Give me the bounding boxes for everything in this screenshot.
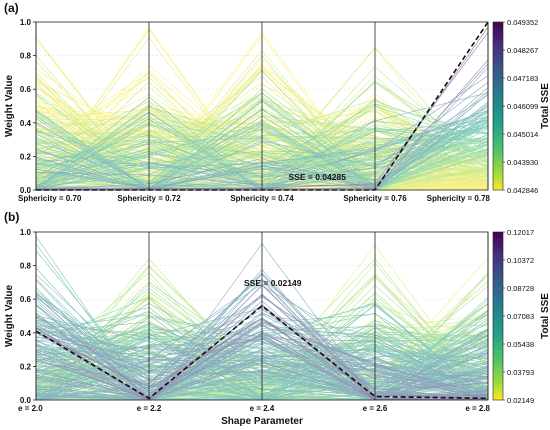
y-tick-label: 0.2 xyxy=(20,152,32,161)
colorbar-tick-label: 0.12017 xyxy=(507,228,534,237)
x-category-label: Sphericity = 0.78 xyxy=(427,194,491,203)
y-tick-label: 0.6 xyxy=(20,295,32,304)
panel-a: SSE = 0.04285 0.0 0.2 0.4 0.6 0.8 1.0 Sphericit… xyxy=(4,1,550,203)
colorbar-tick-label: 0.08728 xyxy=(507,284,534,293)
colorbar-tick-label: 0.043930 xyxy=(507,158,538,167)
panel-letter: (b) xyxy=(4,210,19,224)
colorbar-tick-label: 0.046099 xyxy=(507,102,538,111)
x-category-label: Sphericity = 0.72 xyxy=(117,194,181,203)
y-tick-label: 0.4 xyxy=(20,329,32,338)
colorbar-title: Total SSE xyxy=(540,293,550,339)
y-tick-label: 0.0 xyxy=(20,186,32,195)
y-tick-label: 0.0 xyxy=(20,396,32,405)
colorbar-tick-label: 0.048267 xyxy=(507,46,538,55)
x-category-label: Sphericity = 0.70 xyxy=(18,194,82,203)
y-axis-title: Weight Value xyxy=(4,285,15,347)
y-tick-label: 0.8 xyxy=(20,262,32,271)
x-category-label: e = 2.4 xyxy=(250,404,275,413)
colorbar-tick-label: 0.02149 xyxy=(507,396,534,405)
colorbar-tick-label: 0.05438 xyxy=(507,340,534,349)
y-tick-label: 0.8 xyxy=(20,52,32,61)
y-tick-label: 1.0 xyxy=(20,18,32,27)
x-category-label: Sphericity = 0.74 xyxy=(230,194,294,203)
x-axis-title: Shape Parameter xyxy=(221,416,303,427)
y-ticks: 0.0 0.2 0.4 0.6 0.8 1.0 xyxy=(20,18,36,195)
colorbar-tick-label: 0.047183 xyxy=(507,74,538,83)
x-category-label: Sphericity = 0.76 xyxy=(343,194,407,203)
x-category-labels: e = 2.0 e = 2.2 e = 2.4 e = 2.6 e = 2.8 xyxy=(18,404,491,413)
x-category-label: e = 2.8 xyxy=(465,404,490,413)
colorbar-gradient xyxy=(492,21,504,191)
x-category-label: e = 2.2 xyxy=(137,404,162,413)
sse-annotation: SSE = 0.02149 xyxy=(244,278,302,288)
plot-frame xyxy=(35,231,489,401)
sse-annotation: SSE = 0.04285 xyxy=(289,172,347,182)
best-fit-line xyxy=(35,304,489,400)
x-category-labels: Sphericity = 0.70 Sphericity = 0.72 Spheri… xyxy=(18,194,491,203)
y-axis-title: Weight Value xyxy=(4,75,15,137)
colorbar-title: Total SSE xyxy=(540,83,550,129)
panel-letter: (a) xyxy=(4,1,19,15)
y-tick-label: 0.6 xyxy=(20,85,32,94)
colorbar-tick-label: 0.03793 xyxy=(507,368,534,377)
colorbar: 0.12017 0.10372 0.08728 0.07083 0.05438 0.037… xyxy=(492,228,550,405)
y-tick-label: 0.4 xyxy=(20,119,32,128)
colorbar-tick-label: 0.10372 xyxy=(507,256,534,265)
colorbar-tick-label: 0.045014 xyxy=(507,130,538,139)
x-category-label: e = 2.0 xyxy=(18,404,43,413)
y-tick-label: 0.2 xyxy=(20,362,32,371)
colorbar-gradient xyxy=(492,231,504,401)
colorbar-tick-label: 0.042846 xyxy=(507,186,538,195)
colorbar: 0.049352 0.048267 0.047183 0.046099 0.045014… xyxy=(492,18,550,195)
colorbar-tick-label: 0.049352 xyxy=(507,18,538,27)
plot-frame xyxy=(35,21,489,191)
y-tick-label: 1.0 xyxy=(20,228,32,237)
y-ticks: 0.0 0.2 0.4 0.6 0.8 1.0 xyxy=(20,228,36,405)
x-category-label: e = 2.6 xyxy=(363,404,388,413)
colorbar-tick-label: 0.07083 xyxy=(507,312,534,321)
